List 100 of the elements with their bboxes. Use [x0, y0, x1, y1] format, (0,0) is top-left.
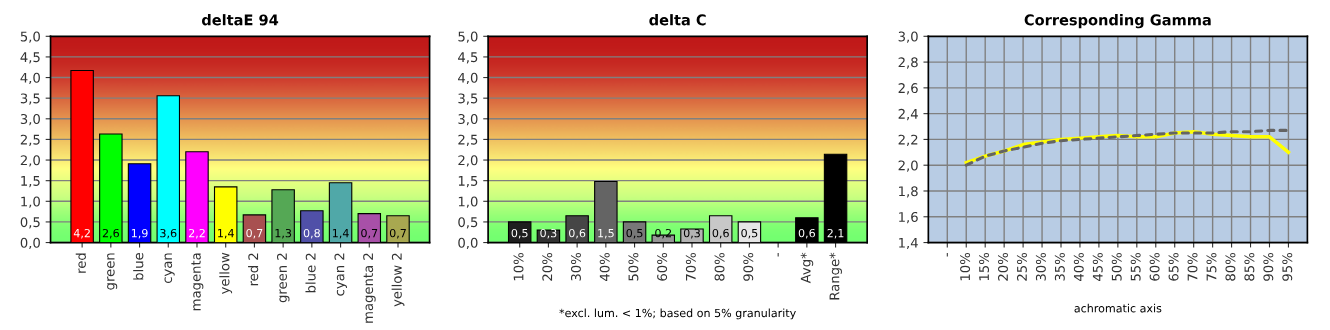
y-tick-label: 2,4: [898, 108, 918, 121]
data-label: 0,5: [511, 228, 528, 239]
y-tick-label: 1,5: [21, 176, 40, 188]
x-tick-label: Range*: [829, 252, 842, 300]
x-tick-label: 10%: [513, 253, 524, 281]
x-tick-label: green: [107, 253, 118, 290]
x-tick-label: 20%: [998, 253, 1008, 281]
data-label: 0,3: [540, 228, 557, 239]
data-label: 1,4: [332, 229, 349, 239]
y-tick-label: 2,5: [458, 134, 478, 146]
x-tick-label: 30%: [1035, 253, 1046, 281]
y-tick-label: 0,0: [458, 237, 478, 250]
x-tick-label: 15%: [979, 253, 990, 281]
x-tick-label: 65%: [1168, 253, 1179, 281]
bar: [680, 228, 704, 243]
bar: [185, 151, 209, 243]
data-label: 1,9: [131, 228, 148, 239]
bar: [386, 215, 410, 243]
y-tick-label: 1,6: [899, 211, 918, 224]
y-tick-label: 2,0: [458, 155, 478, 167]
data-label: 0,7: [361, 228, 378, 239]
y-tick-label: 4,0: [20, 72, 40, 85]
data-label: 0,5: [741, 228, 758, 239]
y-tick-label: 3,5: [20, 93, 40, 105]
y-tick-label: 3,0: [458, 114, 478, 126]
y-tick-label: 3,5: [458, 93, 478, 105]
data-label: 1,5: [598, 229, 614, 239]
y-tick-label: 4,0: [458, 72, 478, 85]
y-tick-label: 1,4: [899, 237, 918, 250]
x-tick-label: yellow 2: [391, 253, 405, 307]
data-label: 0,7: [389, 228, 406, 239]
x-tick-label: 80%: [1225, 253, 1236, 281]
y-tick-label: 0,0: [20, 237, 40, 250]
bar: [328, 182, 353, 243]
x-tick-label: -: [946, 252, 948, 257]
y-tick-label: 0,5: [20, 217, 40, 229]
x-tick-label: 90%: [1263, 253, 1274, 281]
bar: [242, 214, 267, 243]
x-tick-label: 45%: [1092, 253, 1103, 281]
data-label: 4,2: [73, 228, 90, 239]
y-tick-label: 2,6: [898, 83, 918, 95]
data-label: 0,7: [246, 228, 263, 239]
x-tick-label: yellow: [219, 252, 233, 294]
y-tick-label: 0,5: [458, 217, 478, 229]
x-axis-title: achromatic axis: [1074, 303, 1162, 313]
y-tick-label: 2,2: [898, 134, 918, 146]
x-tick-label: 10%: [960, 253, 971, 281]
y-tick-label: 1,8: [899, 186, 918, 198]
data-label: 1,4: [218, 229, 234, 239]
bar: [795, 217, 819, 243]
data-label: 3,6: [160, 228, 177, 239]
x-tick-label: red 2: [248, 253, 259, 286]
y-tick-label: 5,0: [20, 31, 40, 43]
bar: [594, 180, 618, 243]
x-tick-label: 40%: [599, 253, 610, 281]
x-tick-label: 90%: [743, 253, 754, 281]
bar: [507, 221, 532, 243]
x-tick-label: 70%: [1187, 253, 1198, 281]
x-tick-label: 20%: [542, 253, 553, 281]
x-tick-label: magenta: [191, 253, 204, 311]
bar: [708, 215, 733, 243]
text: *excl. lum. < 1%; based on 5% granularity: [559, 308, 796, 320]
y-tick-label: 2,5: [20, 134, 40, 146]
data-label: 2,1: [827, 228, 844, 239]
data-label: 0,8: [303, 228, 320, 239]
data-label: 0,6: [798, 228, 815, 239]
x-tick-label: 60%: [1149, 253, 1160, 281]
x-tick-label: 35%: [1054, 253, 1065, 281]
y-tick-label: 4,5: [20, 52, 40, 64]
y-tick-label: 5,0: [458, 31, 478, 43]
x-tick-label: blue: [133, 252, 144, 280]
x-tick-label: 60%: [657, 253, 668, 281]
x-tick-label: 55%: [1130, 253, 1141, 281]
x-tick-label: blue 2: [305, 253, 316, 293]
y-tick-label: 1,0: [21, 196, 40, 208]
chart-title: delta C: [649, 14, 706, 26]
bar: [99, 133, 123, 243]
x-tick-label: 80%: [714, 253, 725, 281]
x-tick-label: 50%: [628, 253, 639, 281]
x-tick-label: 95%: [1282, 253, 1293, 281]
x-tick-label: red: [75, 253, 86, 273]
y-tick-label: 3,0: [898, 31, 918, 43]
x-tick-label: green 2: [276, 253, 290, 303]
bar: [300, 210, 324, 243]
y-tick-label: 2,8: [898, 57, 918, 69]
x-tick-label: -: [777, 252, 779, 257]
y-tick-label: 1,5: [458, 176, 478, 188]
data-label: 2,2: [188, 228, 205, 239]
bar: [565, 215, 589, 243]
x-tick-label: 85%: [1244, 253, 1255, 281]
data-label: 0,6: [712, 228, 729, 239]
x-tick-label: 70%: [685, 253, 696, 281]
data-label: 0,6: [569, 228, 586, 239]
data-label: 0,5: [626, 228, 643, 239]
x-tick-label: cyan 2: [334, 253, 347, 296]
x-tick-label: magenta 2: [363, 253, 376, 323]
bar: [213, 186, 238, 243]
x-tick-label: 30%: [570, 253, 581, 281]
bar: [127, 163, 152, 243]
bar: [823, 153, 848, 243]
